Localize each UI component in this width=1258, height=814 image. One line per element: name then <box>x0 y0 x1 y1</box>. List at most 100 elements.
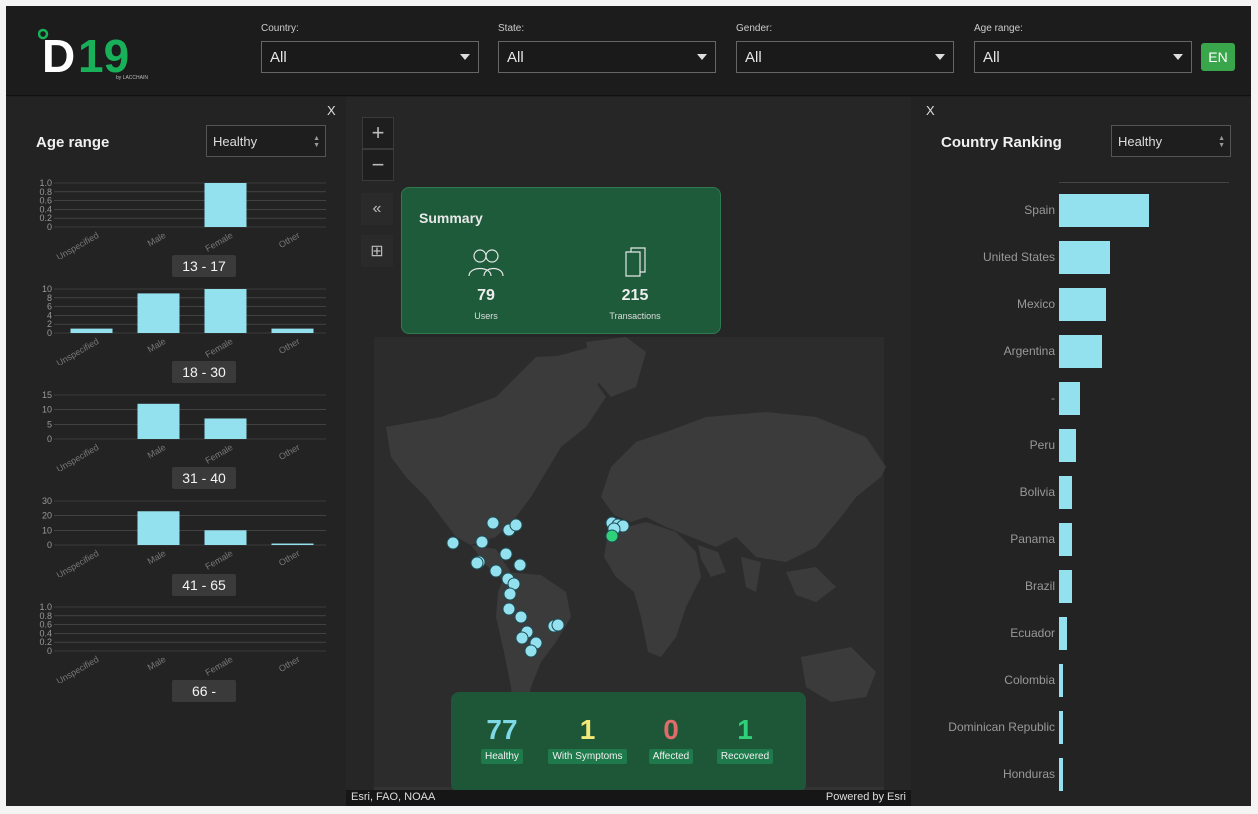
ranking-country-label: Argentina <box>1003 344 1055 358</box>
powered-by-esri[interactable]: Powered by Esri <box>825 791 906 803</box>
map-marker[interactable] <box>470 556 484 570</box>
ranking-bar <box>1059 288 1106 321</box>
bar <box>204 530 247 545</box>
map-marker-recovered[interactable] <box>605 529 619 543</box>
ranking-row: Honduras <box>911 758 1251 791</box>
zoom-in-button[interactable]: + <box>362 117 394 149</box>
range-label-18-30: 18 - 30 <box>172 361 236 383</box>
chevron-down-icon <box>697 54 707 60</box>
country-select-value: All <box>270 48 287 66</box>
map-marker[interactable] <box>551 618 565 632</box>
collapse-icon[interactable]: « <box>361 193 393 225</box>
age-chart-66: 0 0.2 0.4 0.6 0.8 1.0 Unspecified Male Female Oth… <box>34 602 334 703</box>
ranking-row: Bolivia <box>911 476 1251 509</box>
app-window: D 19 by LACCHAIN Country: All State: All… <box>6 6 1251 806</box>
y-tick-label: 0.8 <box>39 611 52 621</box>
state-filter-label: State: <box>498 23 525 34</box>
y-tick-label: 8 <box>47 293 52 303</box>
world-map[interactable]: + − « ⊞ Summary 79 Users <box>346 97 911 806</box>
affected-label: Affected <box>648 749 694 764</box>
ranking-status-select[interactable]: Healthy ▲ ▼ <box>1111 125 1231 157</box>
gender-select[interactable]: All <box>736 41 954 73</box>
bar <box>137 511 180 545</box>
chevron-down-icon <box>460 54 470 60</box>
map-marker[interactable] <box>524 644 538 658</box>
x-tick-label: Male <box>146 336 168 354</box>
x-tick-label: Other <box>277 548 301 568</box>
y-tick-label: 0 <box>47 646 52 656</box>
x-tick-label: Female <box>204 442 235 466</box>
map-attribution: Esri, FAO, NOAA Powered by Esri <box>346 790 911 806</box>
transactions-stat: 215 Transactions <box>595 246 675 321</box>
ranking-bar <box>1059 570 1072 603</box>
map-marker[interactable] <box>503 587 517 601</box>
age-range-title: Age range <box>36 134 110 151</box>
state-filter: State: All <box>498 23 716 73</box>
ranking-row: Panama <box>911 523 1251 556</box>
bar-chart: 00.20.40.60.81.0 Unspecified Male Female Oth… <box>39 178 326 262</box>
ranking-row: Brazil <box>911 570 1251 603</box>
age-range-select-value: All <box>983 48 1000 66</box>
bar <box>204 418 247 439</box>
ranking-country-label: Mexico <box>1016 297 1055 311</box>
y-tick-label: 6 <box>47 302 52 312</box>
ranking-row: Argentina <box>911 335 1251 368</box>
x-tick-label: Other <box>277 230 301 250</box>
y-tick-label: 0.2 <box>39 213 52 223</box>
map-marker[interactable] <box>513 558 527 572</box>
bar-chart: 0 5 10 15 Unspecified Male Female Other <box>42 390 326 474</box>
age-chart-13-17: 0 0.2 0.4 0.6 0.8 1.0 Unspecified Male Female Oth… <box>34 178 334 279</box>
y-tick-label: 0 <box>47 540 52 550</box>
map-marker[interactable] <box>502 602 516 616</box>
age-range-status-select[interactable]: Healthy ▲ ▼ <box>206 125 326 157</box>
d19-logo: D 19 by LACCHAIN <box>38 28 148 82</box>
age-range-filter-label: Age range: <box>974 23 1023 34</box>
transactions-label: Transactions <box>609 311 661 321</box>
gender-filter-label: Gender: <box>736 23 773 34</box>
map-marker[interactable] <box>499 547 513 561</box>
y-tick-label: 30 <box>42 497 52 506</box>
y-tick-label: 0 <box>47 222 52 232</box>
map-marker[interactable] <box>515 631 529 645</box>
bar <box>204 289 247 333</box>
map-marker[interactable] <box>514 610 528 624</box>
y-tick-label: 0.6 <box>39 620 52 630</box>
bar <box>271 543 314 545</box>
map-marker[interactable] <box>475 535 489 549</box>
ranking-bar <box>1059 382 1080 415</box>
age-chart-18-30: 0 2 4 6 8 10 Unspecified Male Female Other 18 - 3… <box>34 284 334 385</box>
users-label: Users <box>474 311 498 321</box>
map-marker[interactable] <box>489 564 503 578</box>
y-tick-label: 20 <box>42 511 52 521</box>
language-button[interactable]: EN <box>1201 43 1235 71</box>
marker-layer <box>446 516 630 658</box>
close-ranking-panel-button[interactable]: X <box>926 103 935 118</box>
x-tick-label: Female <box>204 336 235 360</box>
x-tick-label: Unspecified <box>55 442 101 471</box>
y-tick-label: 10 <box>42 525 52 535</box>
map-marker[interactable] <box>446 536 460 550</box>
map-marker[interactable] <box>509 518 523 532</box>
healthy-label: Healthy <box>481 749 523 764</box>
country-select[interactable]: All <box>261 41 479 73</box>
age-range-status-value: Healthy <box>213 134 258 149</box>
state-select[interactable]: All <box>498 41 716 73</box>
country-filter: Country: All <box>261 23 479 73</box>
range-label-66: 66 - <box>172 680 236 702</box>
status-healthy: 77 Healthy <box>481 714 523 764</box>
status-with-symptoms: 1 With Symptoms <box>546 714 629 764</box>
transactions-value: 215 <box>621 287 649 304</box>
ranking-row: Mexico <box>911 288 1251 321</box>
close-age-panel-button[interactable]: X <box>327 103 336 118</box>
y-tick-label: 1.0 <box>39 179 52 188</box>
age-range-select[interactable]: All <box>974 41 1192 73</box>
map-marker[interactable] <box>486 516 500 530</box>
y-tick-label: 0.6 <box>39 196 52 206</box>
header: D 19 by LACCHAIN Country: All State: All… <box>6 6 1251 96</box>
ranking-bar <box>1059 617 1067 650</box>
qr-icon[interactable]: ⊞ <box>361 235 393 267</box>
healthy-count: 77 <box>486 714 518 745</box>
zoom-out-button[interactable]: − <box>362 149 394 181</box>
ranking-country-label: Colombia <box>1004 673 1055 687</box>
ranking-country-label: Panama <box>1010 532 1055 546</box>
